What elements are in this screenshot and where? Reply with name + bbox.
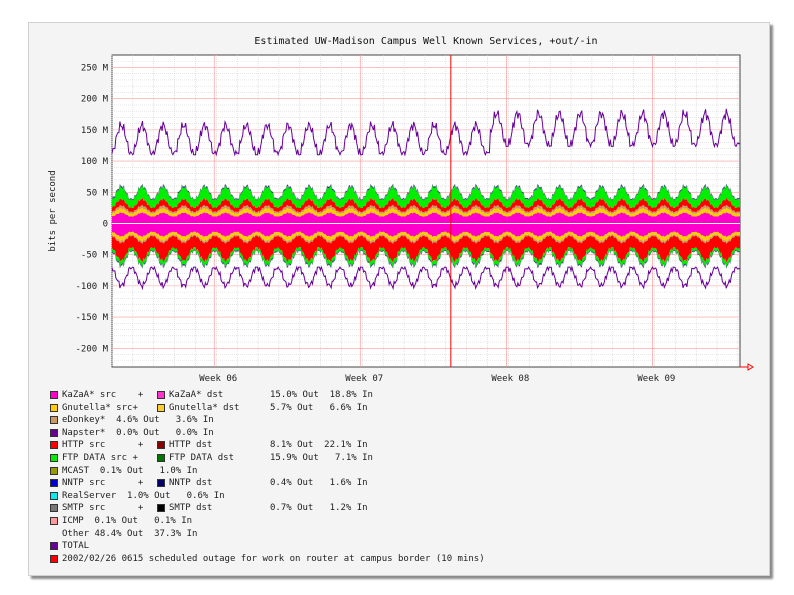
y-tick-label: 250 M: [81, 63, 109, 73]
y-tick-label: -100 M: [75, 282, 108, 292]
legend-swatch: [50, 416, 58, 425]
legend-label: 2002/02/26 0615 scheduled outage for wor…: [62, 553, 485, 564]
legend-label: Other 48.4% Out 37.3% In: [62, 528, 198, 539]
legend-label: NNTP src +: [62, 478, 144, 489]
legend-swatch: [50, 441, 58, 450]
chart-frame: 250 M 200 M 150 M 100 M 50 M 0 -50 M -100 M -150…: [28, 22, 770, 576]
legend-swatch: [50, 403, 58, 412]
area-out-4: [112, 185, 740, 208]
x-tick-label: Week 08: [491, 374, 529, 384]
legend-label: RealServer 1.0% Out 0.6% In: [62, 490, 225, 501]
area-in-4: [112, 247, 740, 268]
area-out-2: [112, 204, 740, 214]
area-in-2: [112, 234, 740, 244]
legend-label: KaZaA* src +: [62, 390, 144, 400]
area-out-0: [112, 212, 740, 224]
legend-label: FTP DATA src +: [62, 453, 138, 463]
x-tick-label: Week 09: [637, 374, 675, 384]
legend-swatch: [50, 491, 58, 500]
legend-swatch: [157, 479, 165, 488]
legend-swatch: [50, 428, 58, 437]
legend-label: TOTAL: [62, 541, 90, 552]
area-out-1: [112, 207, 740, 217]
legend-stats: 5.7% Out 6.6% In: [270, 402, 368, 413]
legend-swatch: [50, 391, 58, 399]
area-in-0: [112, 223, 740, 238]
legend-label: ICMP 0.1% Out 0.1% In: [62, 516, 193, 526]
legend-swatch: [50, 454, 58, 462]
chart-title: Estimated UW-Madison Campus Well Known S…: [254, 36, 597, 47]
legend-swatch: [157, 454, 165, 462]
area-out-3: [112, 197, 740, 213]
legend-label: Gnutella* src+: [62, 402, 138, 413]
legend-swatch: [50, 466, 58, 475]
legend-swatch: [50, 517, 58, 525]
legend-label: Gnutella* dst: [169, 402, 240, 413]
traffic-chart: 250 M 200 M 150 M 100 M 50 M 0 -50 M -100 M -150…: [48, 36, 754, 384]
legend-swatch: [157, 391, 165, 399]
legend-swatch: [157, 504, 165, 513]
area-in-1: [112, 231, 740, 242]
total-line-out: [111, 108, 741, 157]
area-in-5: [112, 249, 740, 268]
legend-label: Napster* 0.0% Out 0.0% In: [62, 427, 214, 438]
legend-label: HTTP src +: [62, 440, 144, 451]
legend-swatch: [50, 479, 58, 488]
area-in-6: [112, 250, 740, 269]
legend-swatch: [50, 554, 58, 563]
y-tick-label: 100 M: [81, 157, 109, 167]
legend-stats: 0.7% Out 1.2% In: [270, 503, 368, 514]
y-tick-label: 50 M: [86, 188, 108, 198]
legend-label: MCAST 0.1% Out 1.0% In: [62, 465, 198, 476]
legend-label: NNTP dst: [169, 478, 213, 489]
area-in-3: [112, 235, 740, 263]
legend-label: KaZaA* dst: [169, 390, 224, 400]
legend-label: HTTP dst: [169, 440, 213, 451]
y-tick-label: -50 M: [81, 251, 109, 261]
x-tick-label: Week 06: [199, 374, 237, 384]
legend-label: eDonkey* 4.6% Out 3.6% In: [62, 415, 214, 426]
y-tick-label: 150 M: [81, 126, 109, 136]
y-tick-label: -150 M: [75, 313, 108, 323]
y-tick-label: 200 M: [81, 95, 109, 105]
legend-stats: 15.9% Out 7.1% In: [270, 453, 373, 463]
legend-stats: 15.0% Out 18.8% In: [270, 390, 373, 400]
x-tick-label: Week 07: [345, 374, 383, 384]
legend-label: FTP DATA dst: [169, 453, 235, 463]
legend-stats: 0.4% Out 1.6% In: [270, 478, 368, 489]
y-axis-label: bits per second: [48, 170, 58, 251]
y-tick-label: 0: [103, 219, 108, 229]
legend-label: SMTP src +: [62, 503, 144, 514]
legend-swatch: [50, 542, 58, 551]
area-out-5: [112, 184, 740, 201]
legend-label: SMTP dst: [169, 503, 213, 514]
total-line-in: [111, 265, 741, 291]
legend-stats: 8.1% Out 22.1% In: [270, 440, 368, 451]
x-axis-arrow-head: [747, 363, 754, 371]
legend-swatch: [157, 441, 165, 450]
y-tick-label: -200 M: [75, 344, 108, 354]
area-out-6: [112, 183, 740, 200]
legend-swatch: [157, 403, 165, 412]
legend-swatch: [50, 504, 58, 513]
